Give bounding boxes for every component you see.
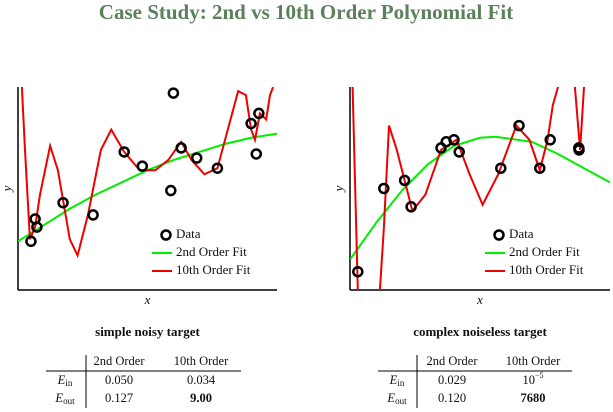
fit-curve xyxy=(20,87,275,259)
data-point xyxy=(190,152,203,164)
data-point xyxy=(250,148,263,160)
chart-title: simple noisy target xyxy=(95,324,200,339)
data-point xyxy=(57,196,69,209)
column-header: 2nd Order xyxy=(93,354,145,368)
legend-marker xyxy=(493,229,505,241)
data-point xyxy=(544,134,556,146)
data-point xyxy=(352,265,364,278)
data-point xyxy=(378,182,390,195)
x-axis-label: x xyxy=(144,292,151,307)
data-point xyxy=(534,162,546,174)
data-point xyxy=(87,209,99,221)
data-point xyxy=(453,146,465,158)
table-cell: 0.050 xyxy=(105,373,133,387)
column-header: 10th Order xyxy=(506,354,561,368)
figure-title: Case Study: 2nd vs 10th Order Polynomial… xyxy=(99,0,513,24)
fit-curve xyxy=(18,132,277,243)
data-point xyxy=(245,117,257,130)
row-label: Eout xyxy=(54,391,75,406)
plot-area xyxy=(350,87,610,290)
column-header: 10th Order xyxy=(174,354,229,368)
data-point xyxy=(398,174,411,187)
table-cell: 0.029 xyxy=(438,373,466,387)
data-point xyxy=(405,201,417,213)
data-point xyxy=(573,144,585,156)
data-point xyxy=(136,160,149,172)
table-cell: 0.120 xyxy=(438,391,466,405)
data-point xyxy=(513,119,525,132)
row-label: Ein xyxy=(57,373,73,388)
x-axis-label: x xyxy=(476,292,483,307)
symbol: E xyxy=(54,391,63,405)
data-point xyxy=(448,134,460,146)
legend-label: 2nd Order Fit xyxy=(176,244,247,259)
subscript: in xyxy=(397,378,405,388)
data-point xyxy=(495,162,507,174)
data-point xyxy=(253,107,265,120)
symbol: E xyxy=(57,373,66,387)
table-cell: 9.00 xyxy=(190,391,212,405)
table-cell: 0.034 xyxy=(187,373,216,387)
symbol: E xyxy=(386,391,395,405)
data-point xyxy=(175,142,187,154)
row-label: Eout xyxy=(386,391,407,406)
data-point xyxy=(25,235,37,248)
subscript: out xyxy=(63,396,75,406)
fit-curve xyxy=(350,135,610,261)
legend-marker xyxy=(160,229,172,241)
legend-label: 2nd Order Fit xyxy=(509,244,580,259)
data-point xyxy=(165,184,177,197)
subscript: in xyxy=(65,378,73,388)
symbol: E xyxy=(389,373,398,387)
y-axis-label: y xyxy=(331,185,346,193)
exponent: −5 xyxy=(535,371,544,380)
subscript: out xyxy=(395,396,407,406)
table-cell: 0.127 xyxy=(105,391,133,405)
fit-curve xyxy=(351,87,585,290)
data-point xyxy=(211,162,224,174)
legend-label: 10th Order Fit xyxy=(509,262,584,277)
plot-area xyxy=(18,87,277,259)
data-point xyxy=(167,87,180,99)
legend-label: Data xyxy=(176,226,201,241)
legend-label: Data xyxy=(509,226,534,241)
table-cell: 7680 xyxy=(521,391,546,405)
chart-title: complex noiseless target xyxy=(413,324,547,339)
column-header: 2nd Order xyxy=(426,354,478,368)
y-axis-label: y xyxy=(0,185,14,193)
legend-label: 10th Order Fit xyxy=(176,262,251,277)
table-cell: 10−5 xyxy=(522,371,543,387)
base: 10 xyxy=(522,373,535,387)
row-label: Ein xyxy=(389,373,405,388)
data-point xyxy=(118,146,130,158)
data-point xyxy=(31,221,43,233)
